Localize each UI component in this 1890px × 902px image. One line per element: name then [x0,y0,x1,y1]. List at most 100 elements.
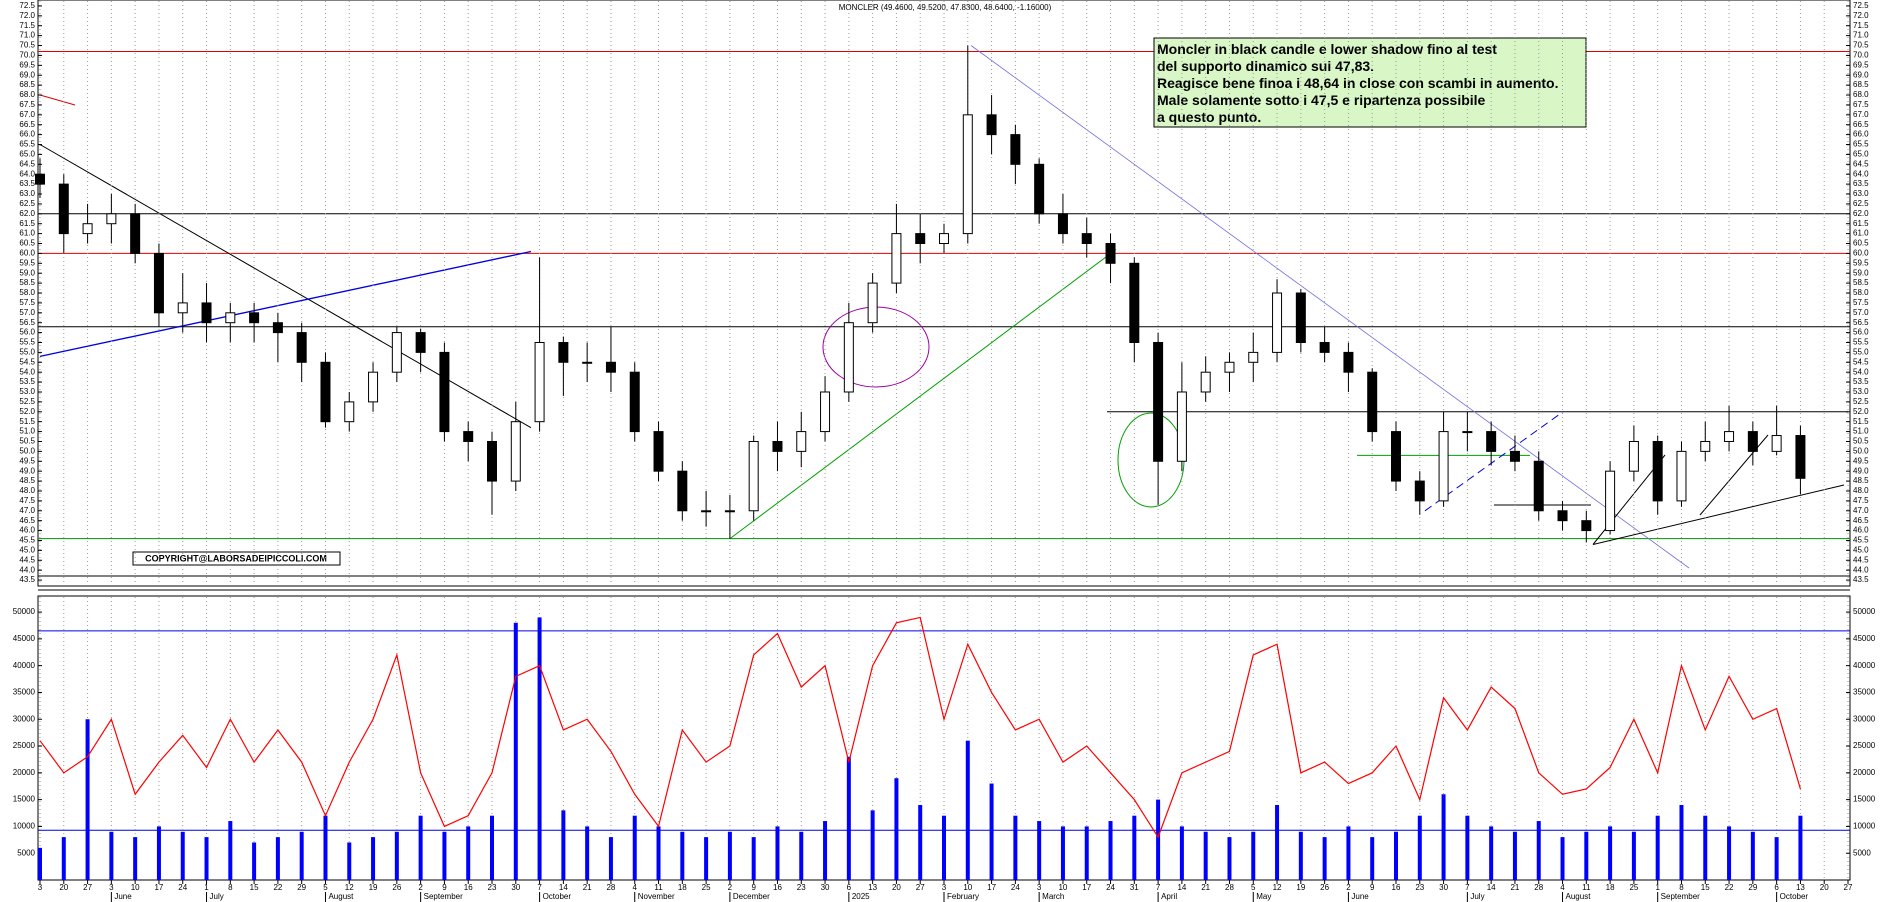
y-tick-label: 67.5 [19,100,35,109]
candle-body [1581,520,1592,532]
candle-body [1724,431,1735,442]
candle-body [677,470,688,512]
candle-body [1557,510,1568,522]
volume-bar [1179,826,1184,880]
x-tick-label: 24 [1106,883,1115,892]
y-tick-label: 44.0 [1853,565,1869,574]
y-tick-label: 62.0 [1853,209,1869,218]
candle-body [915,233,926,245]
candle-body [748,440,759,512]
volume-bar [1156,799,1161,880]
x-tick-label: 27 [83,883,92,892]
volume-bar [252,842,257,880]
x-tick-label: 2 [418,883,423,892]
volume-bar [561,810,566,880]
y-tick-label: 69.5 [1853,60,1869,69]
y-tick-label: 48.0 [19,486,35,495]
volume-bar [989,783,994,880]
y-tick-label: 40000 [1853,661,1876,670]
volume-bar [799,831,804,880]
candle-body [296,332,307,363]
y-tick-label: 55.0 [1853,348,1869,357]
x-tick-label: 30 [821,883,830,892]
y-tick-label: 61.5 [1853,219,1869,228]
x-tick-label: 25 [1629,883,1638,892]
y-tick-label: 61.0 [19,229,35,238]
x-tick-label: 15 [1701,883,1710,892]
y-tick-label: 65.5 [1853,140,1869,149]
month-label: April [1161,892,1177,901]
month-label: August [1566,892,1592,901]
copyright: COPYRIGHT@LABORSADEIPICCOLI.COM [145,553,327,563]
volume-bar [61,837,66,880]
average-line [39,616,1801,839]
x-tick-label: 24 [178,883,187,892]
candle-body [1509,450,1520,462]
volume-bar [894,778,899,880]
y-tick-label: 67.0 [19,110,35,119]
volume-bar [632,815,637,880]
annotation-line: del supporto dinamico sui 47,83. [1157,58,1374,74]
y-tick-label: 49.5 [19,456,35,465]
candle-body [1319,341,1330,353]
y-tick-label: 53.0 [1853,387,1869,396]
x-tick-label: 27 [1844,883,1853,892]
y-tick-label: 71.5 [19,21,35,30]
y-tick-label: 51.0 [1853,427,1869,436]
volume-bar [1560,837,1565,880]
x-tick-label: 23 [1415,883,1424,892]
x-tick-label: 26 [1320,883,1329,892]
candle-body [1391,431,1401,482]
volume-bar [1798,815,1803,880]
month-label: October [543,892,572,901]
y-tick-label: 59.5 [19,258,35,267]
y-tick-label: 68.5 [1853,80,1869,89]
volume-bar [656,826,661,880]
x-tick-label: 3 [109,883,114,892]
x-tick-label: 28 [1225,883,1234,892]
y-tick-label: 66.0 [1853,130,1869,139]
y-tick-label: 64.0 [19,169,35,178]
x-tick-label: 12 [1273,883,1282,892]
candle-body [867,282,878,324]
y-tick-label: 56.5 [1853,318,1869,327]
volume-bar [323,815,328,880]
x-tick-label: 2 [728,883,733,892]
volume-bar [870,810,875,880]
x-tick-label: 9 [751,883,756,892]
y-tick-label: 55.5 [1853,338,1869,347]
candle-body [1795,435,1806,479]
x-tick-label: 20 [1820,883,1829,892]
x-tick-label: 14 [1487,883,1496,892]
volume-bar [1132,815,1137,880]
volume-bar [1750,831,1755,880]
candle-body [1176,391,1187,462]
y-tick-label: 66.5 [1853,120,1869,129]
volume-bar [1346,826,1351,880]
y-tick-label: 30000 [1853,714,1876,723]
volume-bar [965,740,970,880]
volume-bar [1608,826,1613,880]
volume-bar [1084,826,1089,880]
y-tick-label: 53.0 [19,387,35,396]
candle-body [1105,243,1116,264]
candle-body [1414,480,1425,502]
volume-bar [1037,821,1042,880]
y-tick-label: 67.5 [1853,100,1869,109]
volume-bar [775,826,780,880]
volume-bar [680,831,685,880]
x-tick-label: 8 [1679,883,1684,892]
volume-bar [1013,815,1018,880]
volume-bar [418,815,423,880]
y-tick-label: 72.5 [1853,1,1869,10]
x-tick-label: 19 [369,883,378,892]
candle-body [1224,361,1235,373]
y-tick-label: 45.0 [19,545,35,554]
candle-body [1628,440,1639,472]
y-tick-label: 57.5 [19,298,35,307]
candle-body [939,233,949,245]
volume-bar [608,837,613,880]
x-tick-label: 26 [392,883,401,892]
y-tick-label: 5000 [1853,848,1871,857]
